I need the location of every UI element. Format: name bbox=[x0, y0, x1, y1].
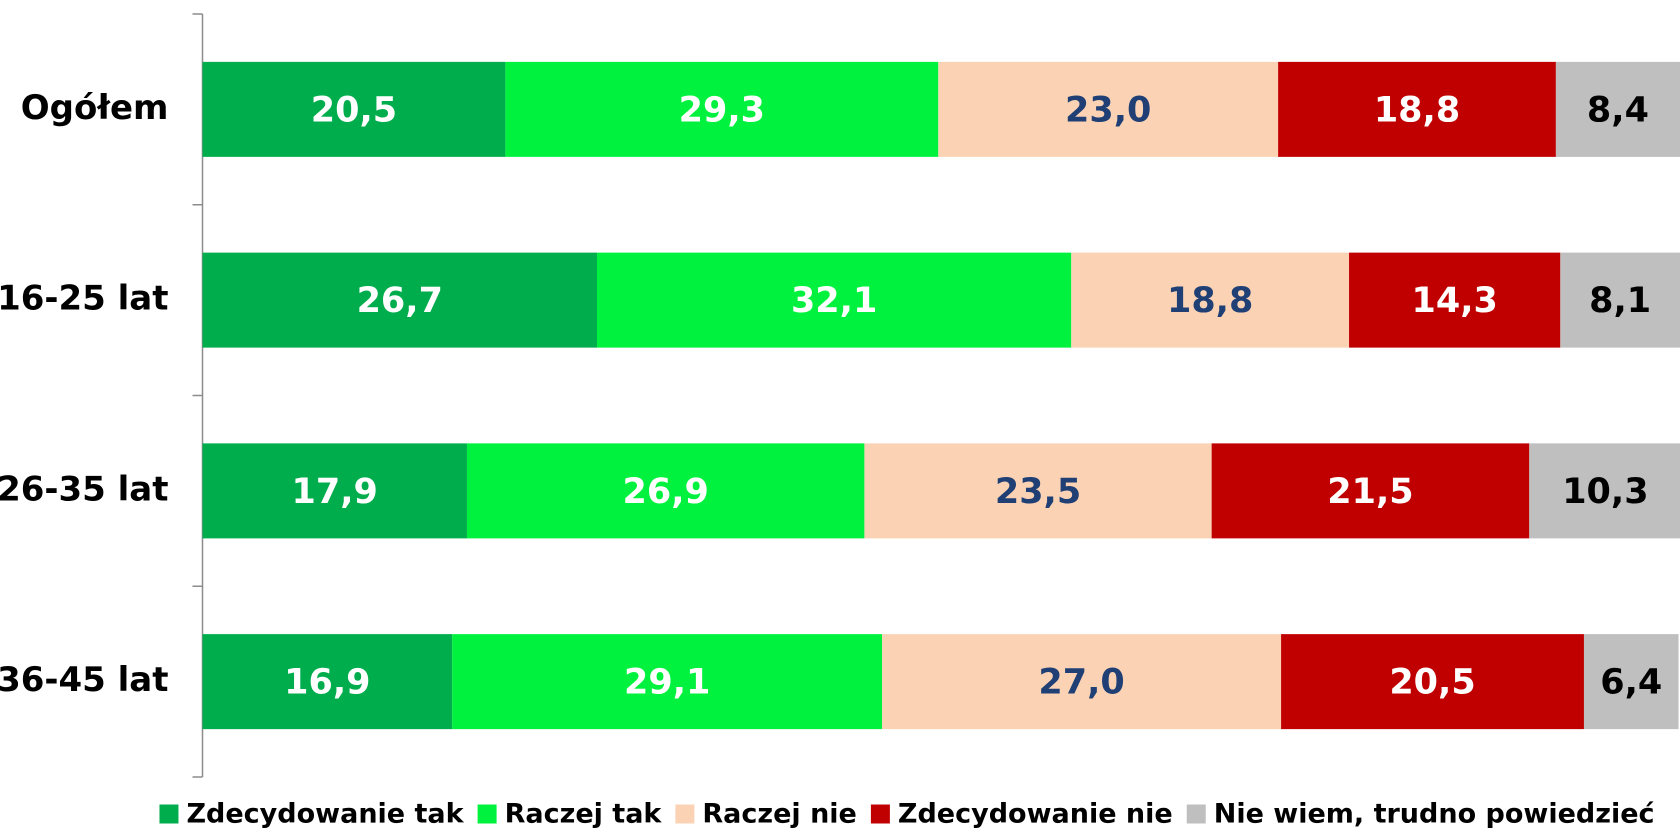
bar-segment bbox=[1555, 61, 1680, 157]
bar-segment bbox=[505, 61, 939, 157]
data-label: 6,4 bbox=[1600, 663, 1662, 703]
data-label: 29,1 bbox=[624, 663, 710, 703]
legend-swatch bbox=[477, 804, 497, 824]
legend-label: Raczej tak bbox=[505, 799, 663, 830]
bar-segment bbox=[202, 634, 453, 730]
y-tick-label: Ogółem bbox=[21, 88, 169, 128]
bar-segment bbox=[938, 61, 1279, 157]
bar-segment bbox=[1560, 252, 1680, 348]
data-label: 32,1 bbox=[791, 281, 877, 321]
data-label: 23,0 bbox=[1065, 90, 1151, 130]
data-label: 29,3 bbox=[679, 90, 765, 130]
bar-segment bbox=[202, 61, 506, 157]
data-label: 8,4 bbox=[1587, 90, 1649, 130]
bar-segment bbox=[466, 443, 865, 539]
legend-swatch bbox=[1186, 804, 1206, 824]
bar-segment bbox=[882, 634, 1282, 730]
bar-segment bbox=[1529, 443, 1680, 539]
legend-label: Nie wiem, trudno powiedzieć bbox=[1214, 799, 1655, 830]
bar-segment bbox=[452, 634, 883, 730]
data-label: 17,9 bbox=[292, 472, 378, 512]
data-label: 20,5 bbox=[1389, 663, 1475, 703]
bar-segment bbox=[1278, 61, 1556, 157]
data-label: 18,8 bbox=[1374, 90, 1460, 130]
legend-swatch bbox=[159, 804, 179, 824]
bar-segment bbox=[202, 443, 467, 539]
y-tick-label: 16-25 lat bbox=[0, 279, 169, 319]
bar-segment bbox=[596, 252, 1072, 348]
data-label: 23,5 bbox=[995, 472, 1081, 512]
data-label: 21,5 bbox=[1327, 472, 1413, 512]
data-label: 8,1 bbox=[1589, 281, 1651, 321]
legend-label: Raczej nie bbox=[702, 799, 857, 830]
bar-segment bbox=[1211, 443, 1530, 539]
legend-swatch bbox=[870, 804, 890, 824]
legend-label: Zdecydowanie nie bbox=[898, 799, 1173, 830]
y-tick-label: 26-35 lat bbox=[0, 469, 169, 509]
data-label: 26,9 bbox=[623, 472, 709, 512]
bar-segment bbox=[864, 443, 1212, 539]
bar-segment bbox=[1349, 252, 1561, 348]
y-tick-label: 36-45 lat bbox=[0, 660, 169, 700]
data-label: 16,9 bbox=[284, 663, 370, 703]
data-label: 26,7 bbox=[357, 281, 443, 321]
data-label: 27,0 bbox=[1038, 663, 1124, 703]
bar-segment bbox=[202, 252, 597, 348]
data-label: 18,8 bbox=[1167, 281, 1253, 321]
data-label: 14,3 bbox=[1412, 281, 1498, 321]
data-label: 20,5 bbox=[311, 90, 397, 130]
bar-segment bbox=[1281, 634, 1584, 730]
bar-segment bbox=[1071, 252, 1350, 348]
legend-swatch bbox=[675, 804, 695, 824]
bar-segment bbox=[1583, 634, 1679, 730]
legend-label: Zdecydowanie tak bbox=[186, 799, 464, 830]
data-label: 10,3 bbox=[1562, 472, 1648, 512]
